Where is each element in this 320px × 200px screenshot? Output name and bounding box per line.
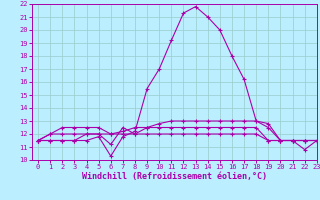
X-axis label: Windchill (Refroidissement éolien,°C): Windchill (Refroidissement éolien,°C) (82, 172, 267, 181)
